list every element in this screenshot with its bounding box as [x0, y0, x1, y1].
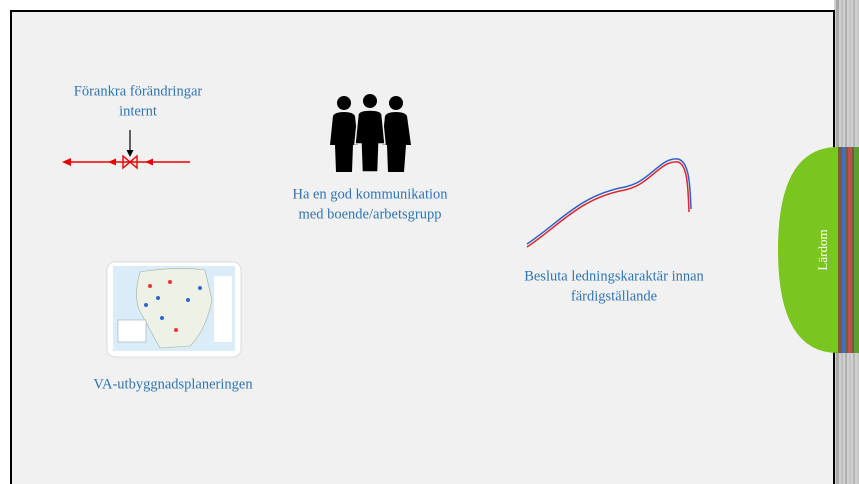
- item-label: internt: [119, 103, 157, 119]
- item-label: Besluta ledningskaraktär innan: [524, 268, 704, 284]
- tab[interactable]: Lärdom: [778, 147, 859, 353]
- item-label: Ha en god kommunikation: [292, 186, 448, 202]
- item-label: Förankra förändringar: [74, 83, 203, 99]
- valve-icon: [62, 130, 190, 170]
- tab-label[interactable]: Lärdom: [815, 229, 830, 270]
- pipe-curve: [526, 158, 692, 248]
- map-thumbnail: [106, 261, 242, 358]
- slide: [10, 10, 835, 484]
- item-label: med boende/arbetsgrupp: [299, 206, 442, 222]
- people-icon: [330, 94, 411, 173]
- item-label: färdigställande: [571, 288, 657, 304]
- item-label: VA-utbyggnadsplaneringen: [93, 376, 253, 392]
